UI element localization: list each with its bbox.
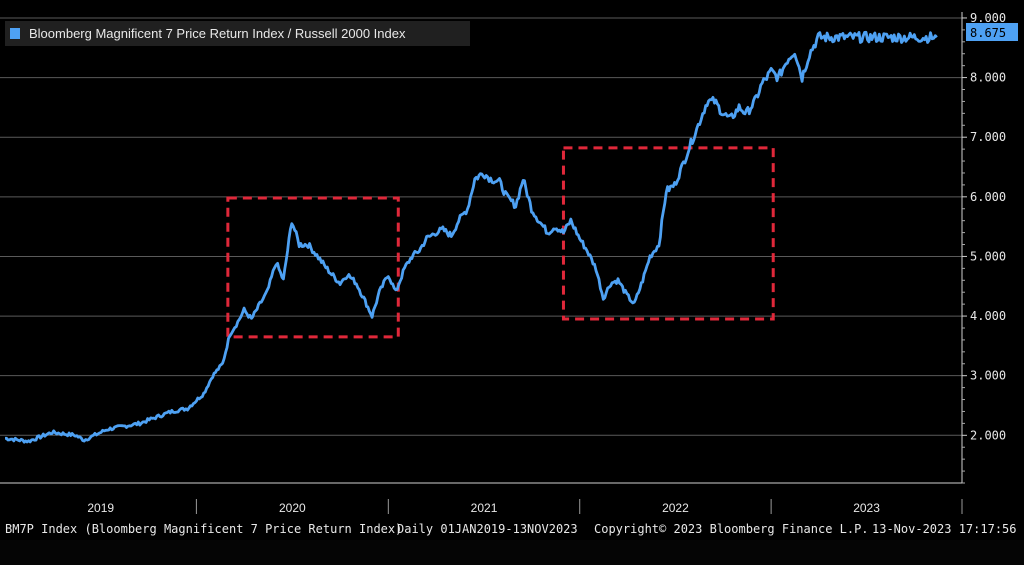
last-value-box [966, 23, 1018, 41]
last-value-label: 8.675 [970, 26, 1006, 40]
footer-copyright: Copyright© 2023 Bloomberg Finance L.P. [594, 522, 869, 536]
legend-swatch [10, 28, 20, 39]
footer-timestamp: 13-Nov-2023 17:17:56 [872, 522, 1017, 536]
x-tick-label-0: 2019 [87, 501, 114, 515]
y-tick-label-6: 8.000 [970, 71, 1006, 85]
x-tick-label-4: 2023 [853, 501, 880, 515]
last-value-marker: 8.675 [966, 23, 1018, 41]
footer: BM7P Index (Bloomberg Magnificent 7 Pric… [0, 520, 1024, 540]
y-tick-label-0: 2.000 [970, 428, 1006, 442]
y-tick-label-1: 3.000 [970, 369, 1006, 383]
y-tick-label-5: 7.000 [970, 130, 1006, 144]
x-tick-label-3: 2022 [662, 501, 689, 515]
footer-ticker: BM7P Index (Bloomberg Magnificent 7 Pric… [5, 522, 403, 536]
legend-label: Bloomberg Magnificent 7 Price Return Ind… [29, 26, 406, 41]
highlight-box-1 [226, 196, 400, 339]
legend: Bloomberg Magnificent 7 Price Return Ind… [5, 21, 470, 46]
series-layer [5, 30, 938, 444]
x-tick-label-2: 2021 [471, 501, 498, 515]
series-line-0 [5, 30, 938, 444]
grid-lines [0, 17, 962, 436]
legend-background [5, 21, 470, 46]
y-tick-label-2: 4.000 [970, 309, 1006, 323]
highlight-box-2 [561, 146, 775, 321]
bottom-strip [0, 540, 1024, 565]
footer-range: Daily 01JAN2019-13NOV2023 [397, 522, 578, 536]
y-tick-label-3: 5.000 [970, 249, 1006, 263]
y-tick-label-7: 9.000 [970, 11, 1006, 25]
y-tick-label-4: 6.000 [970, 190, 1006, 204]
x-axis: 2019 2020 2021 2022 2023 [0, 482, 963, 515]
x-tick-label-1: 2020 [279, 501, 306, 515]
y-axis: 2.000 3.000 4.000 5.000 6.000 7.000 8.000 9.000 [961, 11, 1006, 484]
